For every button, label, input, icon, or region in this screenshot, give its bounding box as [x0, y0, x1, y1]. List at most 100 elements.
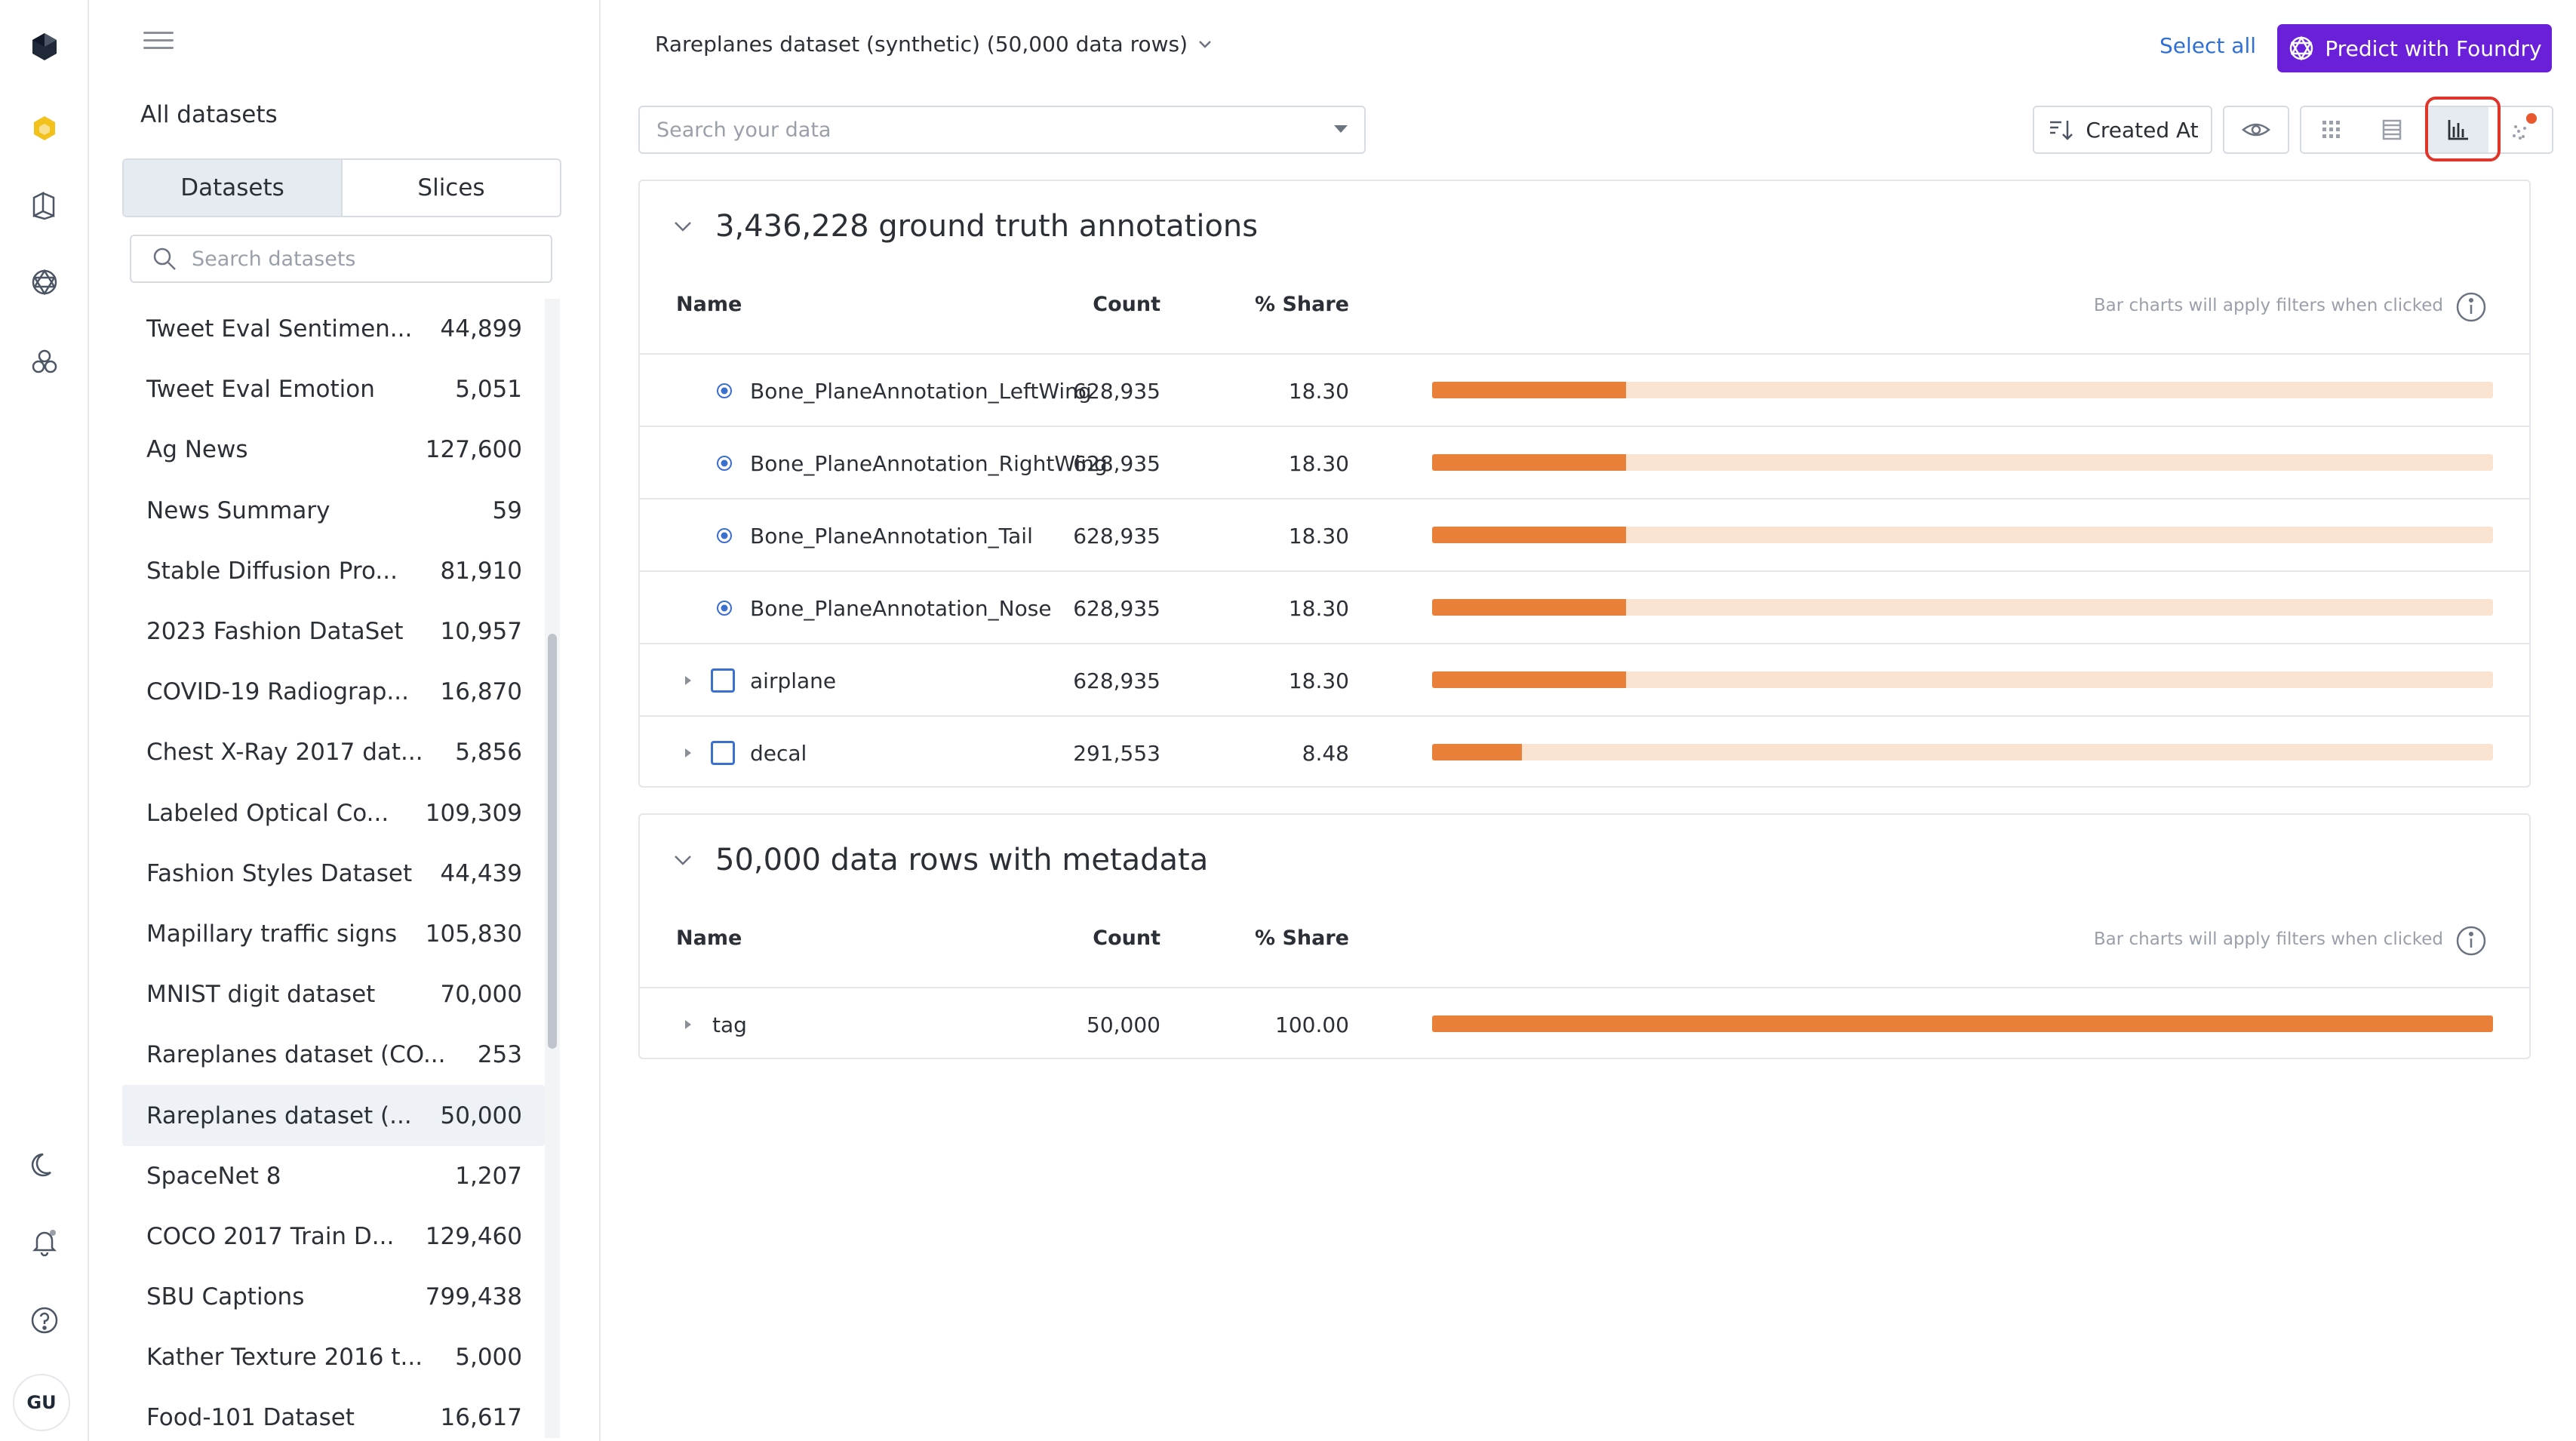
- share-bar-fill: [1432, 454, 1627, 471]
- radio-icon[interactable]: [715, 382, 733, 400]
- expand-caret-icon[interactable]: [681, 673, 696, 688]
- table-row[interactable]: decal 291,553 8.48: [640, 715, 2529, 788]
- dark-mode-icon[interactable]: [20, 1141, 69, 1189]
- dataset-list-item[interactable]: Rareplanes dataset (... 50,000: [122, 1085, 545, 1146]
- share-bar[interactable]: [1432, 671, 2493, 688]
- share-bar[interactable]: [1432, 1015, 2493, 1032]
- chart-view-button[interactable]: [2428, 107, 2488, 152]
- dataset-count: 5,856: [455, 739, 522, 767]
- dataset-count: 10,957: [440, 618, 522, 646]
- annotations-panel-header[interactable]: 3,436,228 ground truth annotations: [640, 181, 2529, 272]
- foundry-icon: [2290, 35, 2313, 61]
- checkbox[interactable]: [711, 668, 735, 693]
- help-icon[interactable]: [20, 1296, 69, 1344]
- user-avatar[interactable]: GU: [13, 1374, 70, 1431]
- visibility-button[interactable]: [2223, 106, 2289, 154]
- share-bar-fill: [1432, 744, 1523, 760]
- table-row[interactable]: Bone_PlaneAnnotation_RightWing 628,935 18.…: [640, 426, 2529, 498]
- dataset-count: 70,000: [440, 981, 522, 1009]
- dataset-list-item[interactable]: Tweet Eval Emotion 5,051: [122, 359, 545, 419]
- table-row[interactable]: airplane 628,935 18.30: [640, 643, 2529, 715]
- notification-dot: [2526, 113, 2537, 124]
- row-name: Bone_PlaneAnnotation_RightWing: [750, 450, 1108, 476]
- dataset-list-item[interactable]: MNIST digit dataset 70,000: [122, 964, 545, 1025]
- share-bar[interactable]: [1432, 454, 2493, 471]
- checkbox[interactable]: [711, 741, 735, 765]
- sort-button[interactable]: Created At: [2033, 106, 2212, 154]
- table-row[interactable]: tag 50,000 100.00: [640, 987, 2529, 1059]
- tab-slices[interactable]: Slices: [417, 174, 485, 201]
- share-bar[interactable]: [1432, 382, 2493, 398]
- dataset-name: News Summary: [146, 496, 330, 524]
- embedding-view-button[interactable]: [2491, 107, 2552, 152]
- expand-caret-icon[interactable]: [681, 745, 696, 760]
- dataset-list-scrollbar[interactable]: [545, 299, 560, 1438]
- list-view-button[interactable]: [2362, 107, 2422, 152]
- dataset-list-item[interactable]: Mapillary traffic signs 105,830: [122, 904, 545, 964]
- dataset-list-item[interactable]: Chest X-Ray 2017 dat... 5,856: [122, 722, 545, 782]
- dataset-list-item[interactable]: Ag News 127,600: [122, 419, 545, 480]
- radio-icon[interactable]: [715, 454, 733, 472]
- dataset-name: Kather Texture 2016 t...: [146, 1344, 423, 1372]
- scatter-icon: [2513, 125, 2526, 140]
- predict-with-foundry-button[interactable]: Predict with Foundry: [2277, 24, 2552, 72]
- radio-icon[interactable]: [715, 527, 733, 545]
- row-share: 100.00: [1275, 1012, 1349, 1037]
- metadata-panel-header[interactable]: 50,000 data rows with metadata: [640, 815, 2529, 905]
- dataset-list-item[interactable]: 2023 Fashion DataSet 10,957: [122, 601, 545, 662]
- catalog-icon[interactable]: [20, 104, 69, 152]
- dataset-list-item[interactable]: News Summary 59: [122, 481, 545, 541]
- dataset-selector[interactable]: Rareplanes dataset (synthetic) (50,000 d…: [655, 32, 1215, 57]
- table-row[interactable]: Bone_PlaneAnnotation_Tail 628,935 18.30: [640, 498, 2529, 570]
- dataset-list-item[interactable]: Fashion Styles Dataset 44,439: [122, 843, 545, 904]
- annotate-icon[interactable]: [20, 181, 69, 229]
- annotations-title: 3,436,228 ground truth annotations: [715, 209, 1259, 244]
- column-share: % Share: [1255, 293, 1349, 316]
- expand-caret-icon[interactable]: [681, 1017, 696, 1032]
- dataset-list-item[interactable]: SBU Captions 799,438: [122, 1267, 545, 1327]
- logo-icon[interactable]: [20, 23, 69, 71]
- workflows-icon[interactable]: [20, 338, 69, 386]
- share-bar[interactable]: [1432, 599, 2493, 616]
- row-name: airplane: [750, 668, 837, 693]
- metadata-title: 50,000 data rows with metadata: [715, 843, 1209, 877]
- grid-view-button[interactable]: [2301, 107, 2362, 152]
- dataset-list-item[interactable]: COCO 2017 Train D... 129,460: [122, 1206, 545, 1267]
- tab-datasets[interactable]: Datasets: [124, 160, 343, 216]
- dataset-list-item[interactable]: Labeled Optical Co... 109,309: [122, 783, 545, 843]
- menu-icon[interactable]: [143, 32, 174, 59]
- dataset-search-input[interactable]: [192, 247, 524, 271]
- share-bar[interactable]: [1432, 744, 2493, 760]
- model-icon[interactable]: [20, 258, 69, 306]
- info-icon[interactable]: [2455, 925, 2487, 957]
- grid-icon: [2322, 121, 2340, 138]
- data-search-input[interactable]: [656, 118, 1305, 142]
- column-count: Count: [1093, 293, 1160, 316]
- dataset-name: Chest X-Ray 2017 dat...: [146, 739, 423, 767]
- dataset-list-item[interactable]: Kather Texture 2016 t... 5,000: [122, 1327, 545, 1387]
- dataset-list-item[interactable]: Stable Diffusion Pro... 81,910: [122, 541, 545, 601]
- search-dropdown-icon[interactable]: [1334, 125, 1348, 133]
- table-row[interactable]: Bone_PlaneAnnotation_Nose 628,935 18.30: [640, 570, 2529, 643]
- notifications-icon[interactable]: [20, 1218, 69, 1266]
- dataset-name: SBU Captions: [146, 1283, 305, 1311]
- row-count: 628,935: [1073, 595, 1160, 621]
- select-all-link[interactable]: Select all: [2159, 33, 2256, 58]
- main-content: Rareplanes dataset (synthetic) (50,000 d…: [601, 0, 2576, 1441]
- dataset-list-item[interactable]: Tweet Eval Sentimen... 44,899: [122, 299, 545, 359]
- dataset-list-item[interactable]: SpaceNet 8 1,207: [122, 1146, 545, 1206]
- bar-chart-icon: [2448, 120, 2468, 140]
- annotations-panel: 3,436,228 ground truth annotations Name …: [638, 180, 2531, 788]
- dataset-list-item[interactable]: Rareplanes dataset (CO... 253: [122, 1025, 545, 1085]
- info-icon[interactable]: [2455, 291, 2487, 323]
- radio-icon[interactable]: [715, 599, 733, 617]
- eye-icon: [2242, 123, 2270, 137]
- dataset-list-item[interactable]: COVID-19 Radiograp... 16,870: [122, 662, 545, 722]
- sidebar-heading: All datasets: [140, 101, 278, 128]
- dataset-list-item[interactable]: Food-101 Dataset 16,617: [122, 1387, 545, 1441]
- table-row[interactable]: Bone_PlaneAnnotation_LeftWing 628,935 18.3…: [640, 353, 2529, 426]
- active-view-highlight: [2425, 97, 2501, 161]
- dataset-count: 129,460: [425, 1222, 522, 1250]
- share-bar[interactable]: [1432, 527, 2493, 543]
- dataset-name: 2023 Fashion DataSet: [146, 618, 404, 646]
